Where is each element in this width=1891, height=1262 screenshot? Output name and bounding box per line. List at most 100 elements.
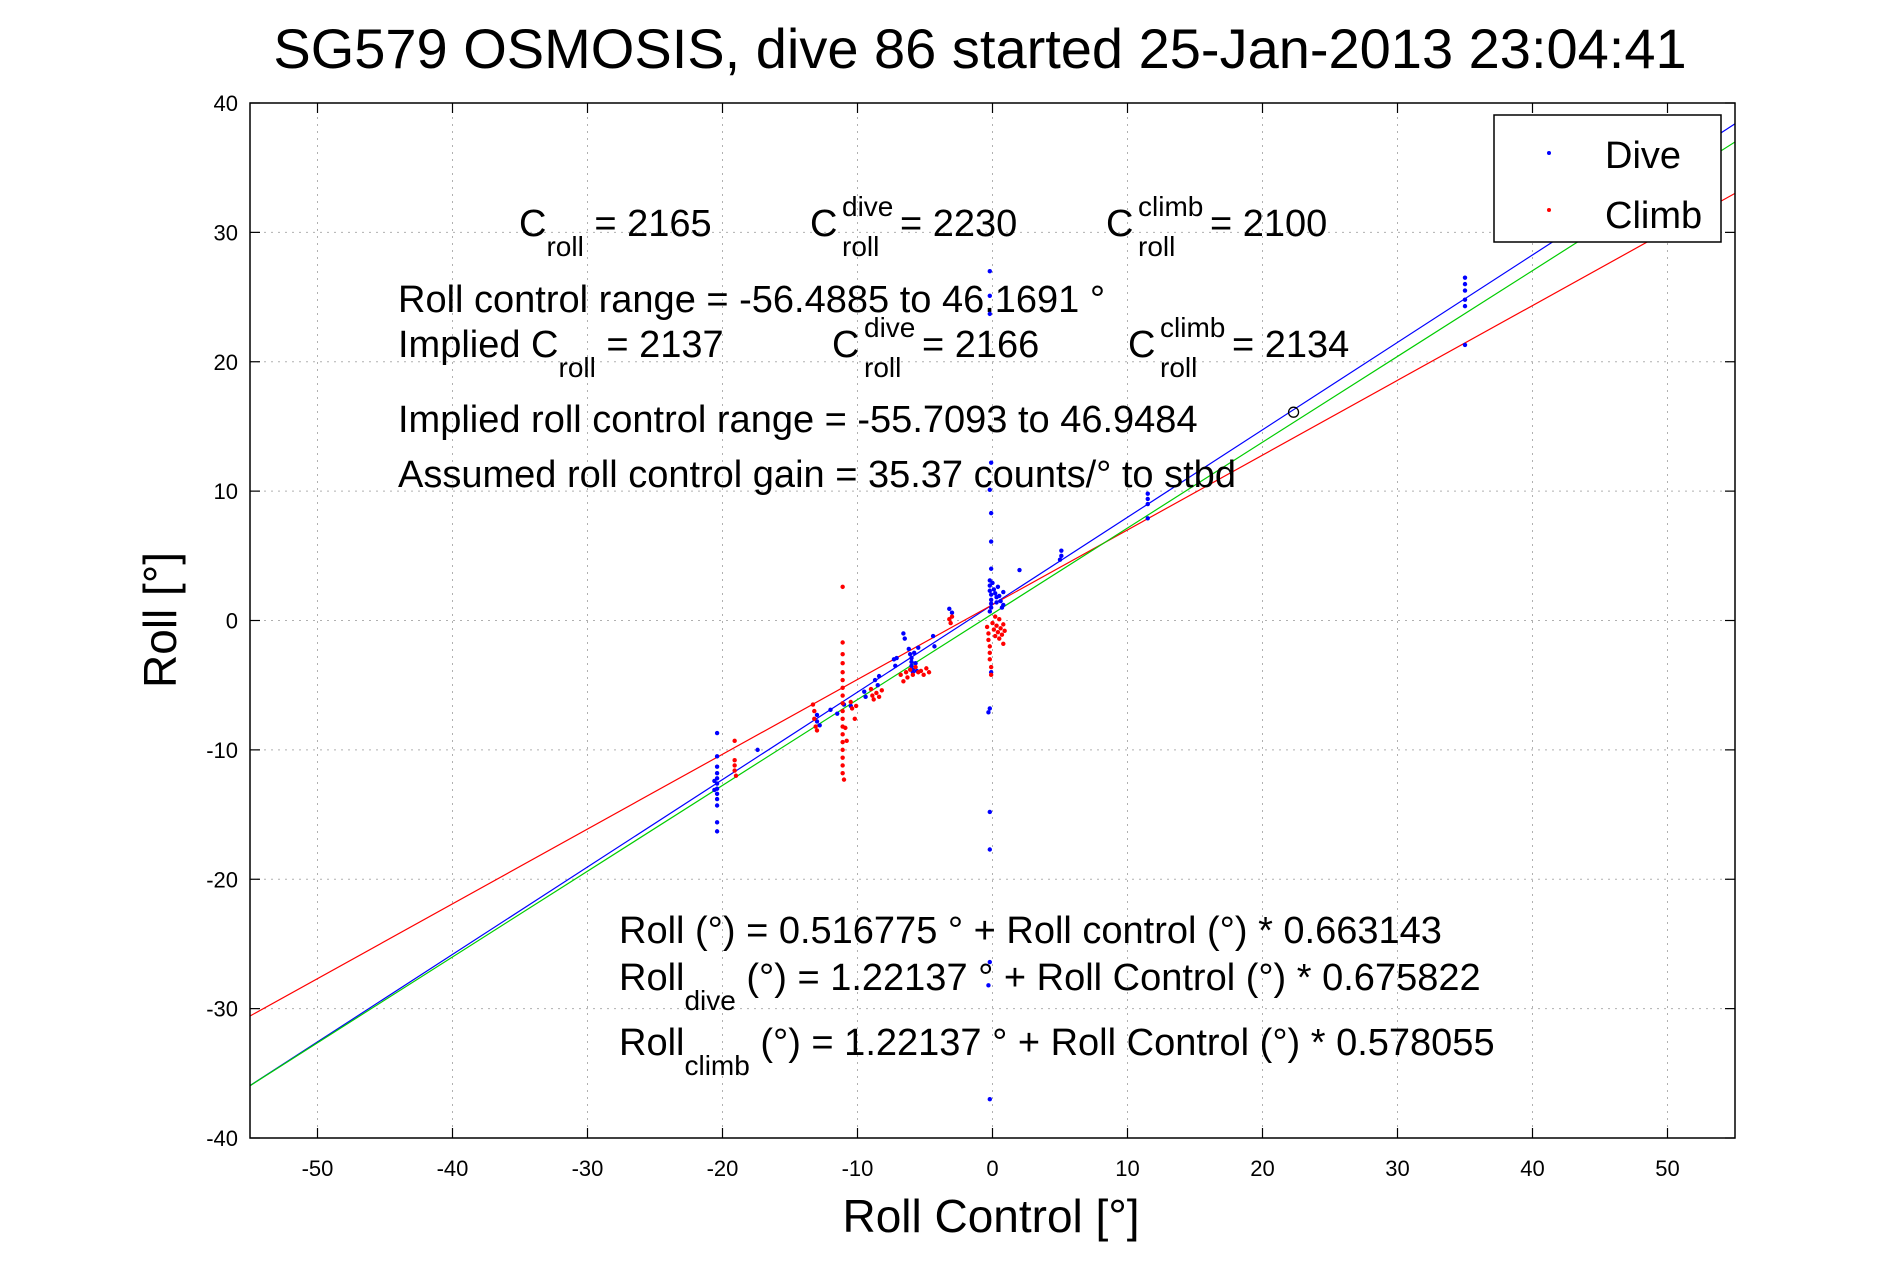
y-tick-label: 10 bbox=[214, 479, 238, 504]
dive-point bbox=[987, 609, 992, 614]
dive-point bbox=[1462, 288, 1468, 293]
climb-point bbox=[948, 620, 953, 626]
x-tick-label: -30 bbox=[572, 1156, 604, 1181]
dive-point bbox=[930, 633, 936, 639]
roll-control-range: Roll control range = -56.4885 to 46.1691… bbox=[398, 279, 1105, 321]
dive-point bbox=[988, 460, 994, 465]
dive-point bbox=[988, 597, 994, 602]
climb-point bbox=[841, 777, 847, 782]
climb-point bbox=[844, 738, 849, 744]
climb-point bbox=[1001, 641, 1006, 646]
climb-point bbox=[926, 670, 932, 675]
implied-c-roll-climb: C bbox=[1128, 324, 1155, 366]
marker-circle bbox=[1287, 406, 1300, 418]
climb-point bbox=[732, 738, 737, 744]
climb-point bbox=[868, 686, 874, 692]
x-axis-ticks: -50 -40 -30 -20 -10 0 10 20 30 40 50 bbox=[302, 103, 1680, 1181]
climb-point bbox=[924, 666, 929, 671]
equation-roll: Roll (°) = 0.516775 ° + Roll control (°)… bbox=[619, 910, 1442, 952]
dive-point bbox=[988, 601, 994, 606]
dive-point bbox=[988, 592, 994, 597]
x-tick-label: 10 bbox=[1115, 1156, 1139, 1181]
dive-point bbox=[998, 598, 1003, 604]
dive-point bbox=[907, 651, 913, 657]
dive-point bbox=[1145, 496, 1150, 502]
dive-point bbox=[987, 588, 992, 593]
dive-point bbox=[714, 791, 720, 797]
c-roll-label: Croll = 2165 bbox=[519, 203, 712, 262]
y-tick-label: -30 bbox=[206, 997, 238, 1022]
x-tick-label: 0 bbox=[986, 1156, 998, 1181]
dive-point bbox=[828, 707, 833, 712]
dive-point bbox=[875, 682, 880, 688]
dive-point bbox=[712, 787, 717, 793]
y-tick-label: 20 bbox=[214, 350, 238, 375]
y-tick-label: 30 bbox=[214, 220, 238, 245]
climb-point bbox=[840, 770, 845, 776]
climb-point bbox=[986, 631, 991, 636]
y-tick-label: -10 bbox=[206, 738, 238, 763]
climb-point bbox=[810, 702, 816, 707]
c-roll-dive-sup: dive bbox=[842, 191, 893, 222]
x-tick-label: 30 bbox=[1385, 1156, 1409, 1181]
climb-point bbox=[988, 672, 994, 678]
climb-point bbox=[812, 716, 817, 722]
assumed-gain: Assumed roll control gain = 35.37 counts… bbox=[398, 454, 1236, 496]
dive-point bbox=[1059, 548, 1064, 553]
x-tick-label: -50 bbox=[302, 1156, 334, 1181]
implied-roll-control-range: Implied roll control range = -55.7093 to… bbox=[398, 399, 1198, 441]
climb-point bbox=[813, 724, 818, 729]
fit-line bbox=[250, 141, 1735, 1087]
x-tick-label: -20 bbox=[707, 1156, 739, 1181]
climb-point bbox=[998, 626, 1003, 631]
climb-point bbox=[921, 672, 926, 678]
climb-point bbox=[949, 614, 955, 619]
dive-point bbox=[913, 660, 918, 666]
dive-point bbox=[1462, 281, 1468, 287]
climb-point bbox=[840, 708, 845, 714]
climb-point bbox=[840, 747, 845, 753]
y-axis-ticks: 40 30 20 10 0 -10 -20 -30 -40 bbox=[206, 91, 1735, 1151]
dive-point bbox=[902, 636, 907, 641]
climb-point bbox=[732, 768, 737, 773]
dive-point bbox=[987, 959, 992, 965]
climb-point bbox=[840, 739, 845, 745]
climb-point bbox=[840, 640, 845, 645]
dive-point bbox=[714, 770, 720, 776]
dive-point bbox=[987, 809, 992, 815]
climb-point bbox=[999, 632, 1005, 637]
climb-point bbox=[853, 703, 859, 709]
dive-point bbox=[990, 580, 995, 586]
dive-point bbox=[987, 487, 992, 493]
climb-point bbox=[994, 623, 999, 628]
chart-title: SG579 OSMOSIS, dive 86 started 25-Jan-20… bbox=[273, 17, 1686, 80]
dive-point bbox=[987, 311, 992, 317]
dive-point bbox=[991, 587, 997, 592]
climb-point bbox=[871, 697, 876, 702]
dive-point bbox=[994, 600, 999, 605]
climb-point bbox=[984, 624, 990, 630]
dive-point bbox=[714, 820, 720, 825]
climb-point bbox=[874, 690, 879, 696]
x-tick-label: 40 bbox=[1520, 1156, 1544, 1181]
climb-point bbox=[870, 693, 875, 698]
climb-point bbox=[993, 633, 998, 639]
y-tick-label: 0 bbox=[226, 609, 238, 634]
y-tick-label: -20 bbox=[206, 867, 238, 892]
climb-point bbox=[1001, 622, 1006, 627]
climb-point bbox=[913, 664, 918, 670]
dive-point bbox=[995, 584, 1001, 590]
dive-point bbox=[932, 644, 937, 649]
climb-point bbox=[840, 677, 845, 683]
climb-point bbox=[840, 693, 845, 698]
x-tick-label: 50 bbox=[1655, 1156, 1679, 1181]
dive-point bbox=[814, 712, 820, 718]
y-tick-label: 40 bbox=[214, 91, 238, 116]
reference-marker bbox=[1287, 406, 1300, 418]
annotations: Croll = 2165 C dive roll = 2230 C climb … bbox=[398, 191, 1495, 1081]
climb-point bbox=[849, 706, 855, 711]
climb-point bbox=[1002, 628, 1007, 634]
dive-point bbox=[1059, 553, 1064, 559]
climb-point bbox=[901, 679, 906, 684]
